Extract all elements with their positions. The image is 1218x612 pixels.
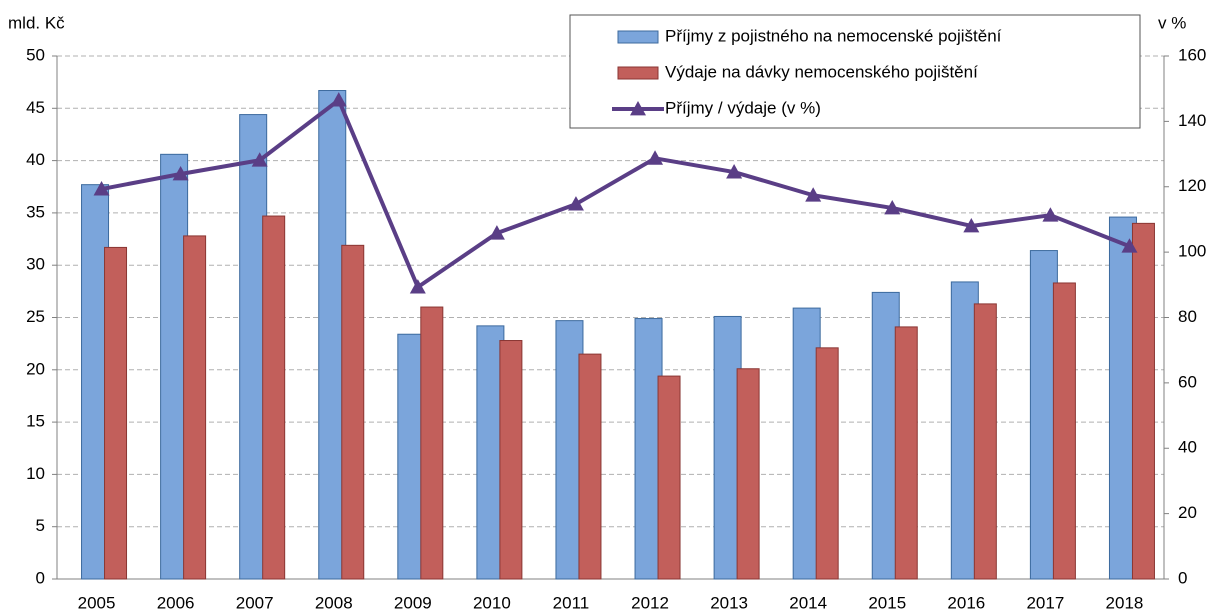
bar <box>262 215 286 580</box>
legend-label: Výdaje na dávky nemocenského pojištění <box>665 62 978 81</box>
y-tick-label: 25 <box>26 307 45 326</box>
y2-tick-label: 120 <box>1178 176 1206 195</box>
line-marker <box>963 217 980 233</box>
y-tick-label: 50 <box>26 45 45 64</box>
line-marker <box>172 166 189 181</box>
legend-swatch <box>630 101 646 116</box>
y2-tick-label: 20 <box>1178 503 1197 522</box>
x-tick-label: 2015 <box>868 593 906 612</box>
y-axis-label: mld. Kč <box>8 13 65 32</box>
legend-swatch <box>617 30 659 44</box>
bar <box>341 244 365 580</box>
line-marker <box>1042 207 1059 222</box>
legend-box <box>569 14 1141 129</box>
line-marker <box>488 225 505 240</box>
line-marker <box>647 150 664 165</box>
line-marker <box>805 187 822 202</box>
x-tick-label: 2006 <box>157 593 195 612</box>
line-marker <box>251 152 268 167</box>
bar <box>894 326 918 580</box>
y2-tick-label: 0 <box>1178 568 1187 587</box>
line-marker <box>93 181 110 196</box>
y-tick-label: 35 <box>26 202 45 221</box>
y2-axis-label: v % <box>1158 13 1186 32</box>
bar <box>420 306 444 580</box>
x-tick-label: 2008 <box>315 593 353 612</box>
y2-tick-label: 80 <box>1178 307 1197 326</box>
bar <box>973 303 997 580</box>
y-tick-label: 20 <box>26 359 45 378</box>
bar <box>183 235 207 580</box>
legend-label: Příjmy z pojistného na nemocenské pojišt… <box>665 26 1002 45</box>
x-tick-label: 2012 <box>631 593 669 612</box>
bar <box>736 368 760 580</box>
line-marker <box>330 92 347 107</box>
legend-label: Příjmy / výdaje (v %) <box>665 98 821 117</box>
y-tick-label: 45 <box>26 98 45 117</box>
x-tick-label: 2016 <box>947 593 985 612</box>
bar <box>499 340 523 580</box>
y-tick-label: 30 <box>26 255 45 274</box>
x-tick-label: 2010 <box>473 593 511 612</box>
legend-swatch <box>617 66 659 80</box>
bar <box>1052 282 1076 580</box>
y-tick-label: 40 <box>26 150 45 169</box>
x-tick-label: 2005 <box>78 593 116 612</box>
x-tick-label: 2014 <box>789 593 827 612</box>
x-tick-label: 2017 <box>1026 593 1064 612</box>
y-tick-label: 15 <box>26 412 45 431</box>
line-marker <box>567 196 584 211</box>
x-tick-label: 2013 <box>710 593 748 612</box>
x-tick-label: 2007 <box>236 593 274 612</box>
y2-tick-label: 140 <box>1178 111 1206 130</box>
x-tick-label: 2018 <box>1106 593 1144 612</box>
y2-tick-label: 60 <box>1178 372 1197 391</box>
line-marker <box>726 164 743 179</box>
y-tick-label: 10 <box>26 464 45 483</box>
bar <box>104 246 128 580</box>
bar <box>1131 222 1155 580</box>
y2-tick-label: 100 <box>1178 242 1206 261</box>
x-tick-label: 2009 <box>394 593 432 612</box>
y2-tick-label: 40 <box>1178 438 1197 457</box>
bar <box>657 375 681 580</box>
y-tick-label: 0 <box>36 568 45 587</box>
bar <box>815 347 839 580</box>
line <box>101 98 1131 290</box>
line-marker <box>884 199 901 215</box>
x-tick-label: 2011 <box>553 593 590 612</box>
bar <box>578 353 602 580</box>
line-marker <box>409 279 426 294</box>
y2-tick-label: 160 <box>1178 45 1206 64</box>
line-marker <box>1121 238 1138 253</box>
y-tick-label: 5 <box>36 516 45 535</box>
